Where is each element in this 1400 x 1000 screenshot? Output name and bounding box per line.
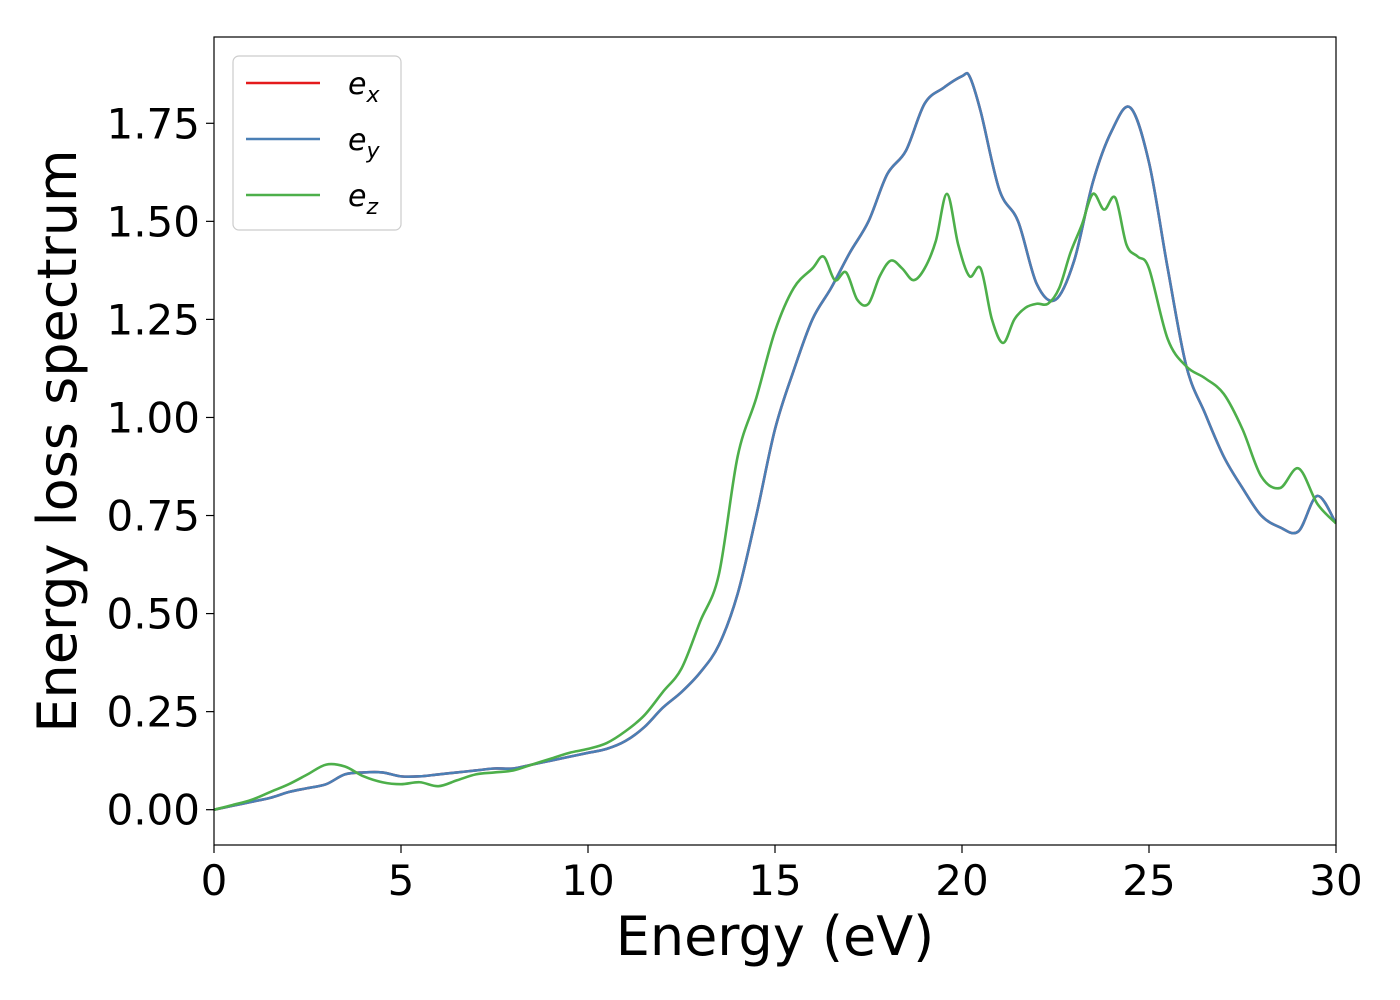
y-tick-label: 0.00: [106, 786, 200, 835]
y-tick-label: 1.75: [106, 99, 200, 148]
legend: ex ey ez: [232, 55, 402, 231]
y-tick-label: 0.75: [106, 492, 200, 541]
axes-frame: [213, 36, 1337, 846]
x-tick-label: 5: [388, 856, 415, 905]
y-tick-label: 0.25: [106, 688, 200, 737]
x-tick-label: 15: [748, 856, 801, 905]
y-tick-label: 1.00: [106, 393, 200, 442]
x-axis-title: Energy (eV): [616, 905, 935, 968]
y-axis-title: Energy loss spectrum: [26, 149, 89, 732]
legend-frame: [232, 55, 402, 231]
x-tick-label: 25: [1122, 856, 1175, 905]
x-tick-label: 0: [201, 856, 228, 905]
y-tick-label: 1.25: [106, 295, 200, 344]
legend-label-x: ex: [348, 67, 380, 108]
x-tick-label: 30: [1309, 856, 1362, 905]
plot-area: [214, 71, 1336, 811]
x-tick-label: 20: [935, 856, 988, 905]
legend-label-y: ey: [348, 123, 380, 164]
legend-label-z: ez: [348, 179, 378, 220]
axis-ticks: 0 5 10 15 20 25 30 0.00 0.25 0.50 0.75 1.00 1.25 1.50…: [106, 99, 1362, 905]
x-tick-label: 10: [561, 856, 614, 905]
series-line-ey: [214, 71, 1336, 811]
y-tick-label: 0.50: [106, 590, 200, 639]
y-tick-label: 1.50: [106, 197, 200, 246]
series-line-ez: [214, 192, 1336, 811]
